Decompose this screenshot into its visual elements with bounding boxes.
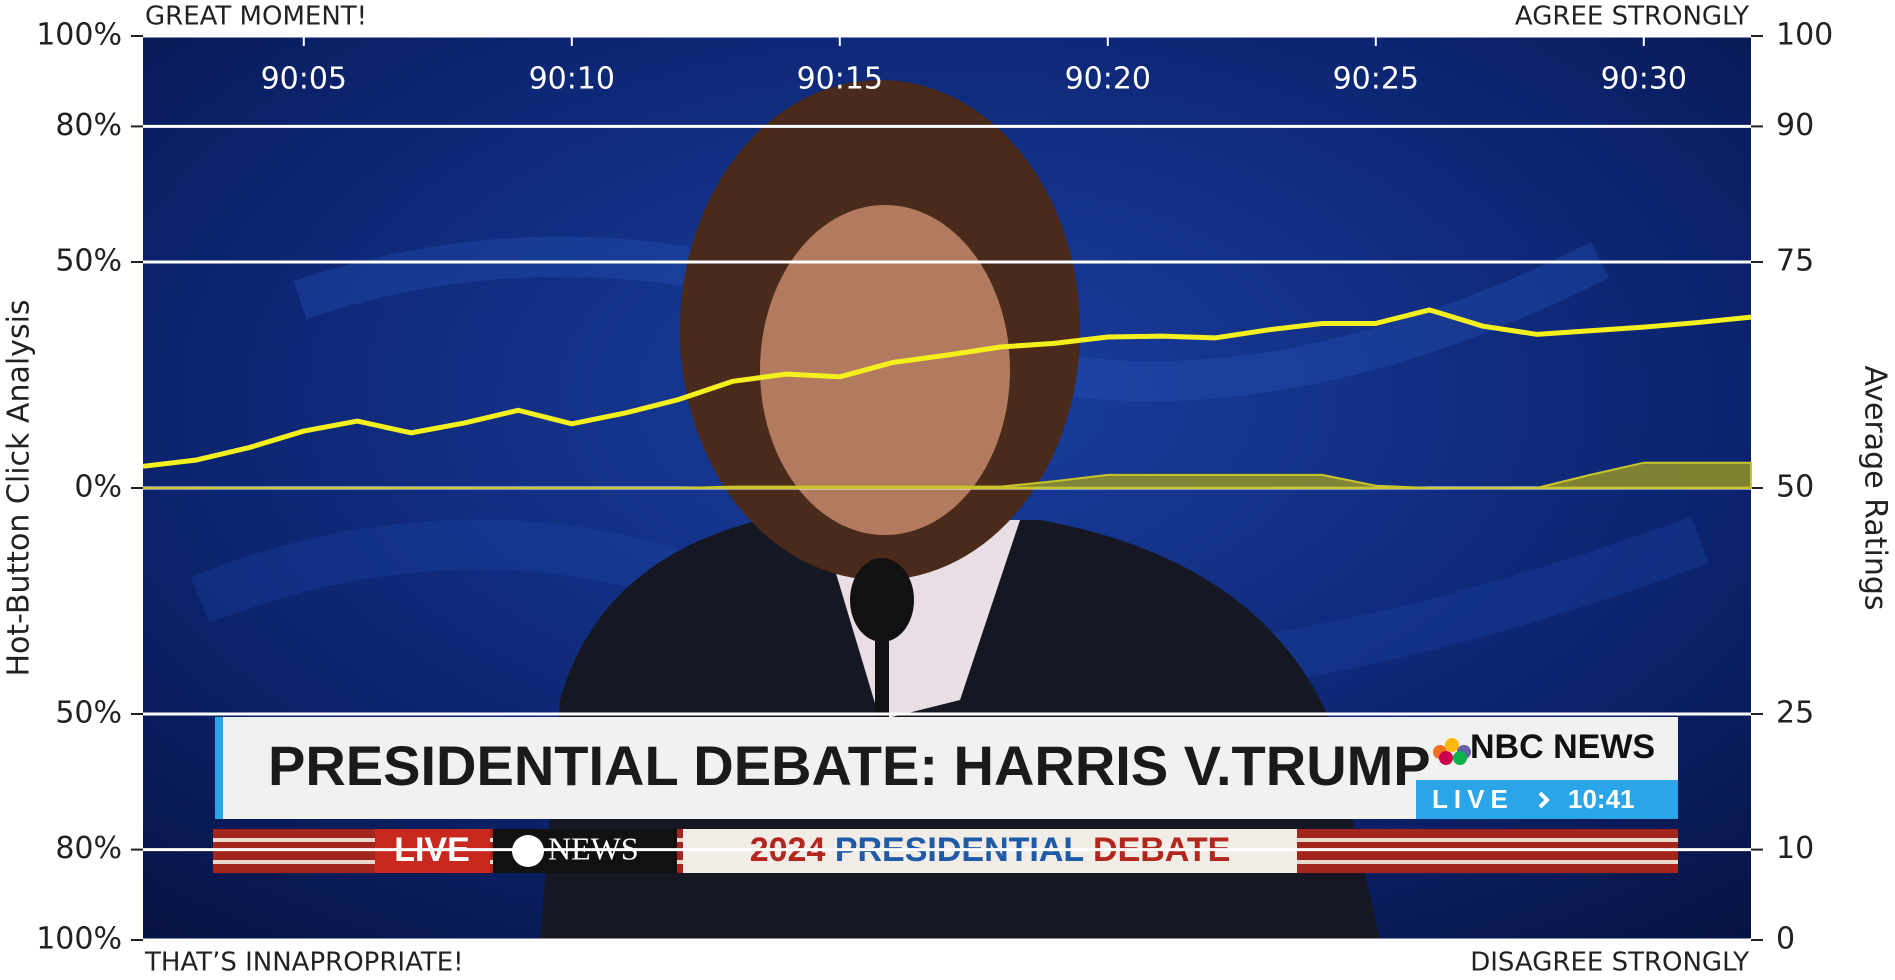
y-tick-label: 80% [55, 831, 122, 866]
y2-tick-label: 90 [1776, 108, 1814, 143]
nbc-banner-edge [215, 717, 223, 819]
y-tick-label: 100% [36, 18, 122, 53]
y-tick-label: 50% [55, 696, 122, 731]
x-tick-label: 90:25 [1333, 62, 1419, 97]
microphone-head [850, 558, 914, 642]
x-tick-label: 90:15 [797, 62, 883, 97]
bottom-left-label: THAT’S INNAPROPRIATE! [144, 948, 464, 978]
y2-tick-label: 25 [1776, 696, 1814, 731]
nbc-headline: PRESIDENTIAL DEBATE: HARRIS V.TRUMP [268, 734, 1431, 797]
nbc-logo: NBC NEWS [1470, 728, 1655, 766]
x-tick-label: 90:30 [1601, 62, 1687, 97]
hot-button-area [143, 461, 1752, 489]
y-tick-label: 100% [36, 922, 122, 957]
y-axis-title: Hot-Button Click Analysis [2, 299, 37, 676]
y2-tick-label: 0 [1776, 922, 1795, 957]
y2-tick-label: 10 [1776, 831, 1814, 866]
y2-axis-title: Average Ratings [1858, 365, 1893, 610]
y-tick-label: 80% [55, 108, 122, 143]
y-tick-label: 50% [55, 244, 122, 279]
x-tick-label: 90:05 [261, 62, 347, 97]
nbc-lower-third: PRESIDENTIAL DEBATE: HARRIS V.TRUMP NBC … [215, 717, 1678, 819]
face [760, 205, 1010, 535]
bottom-right-label: DISAGREE STRONGLY [1470, 948, 1749, 978]
nbc-arrow [1538, 791, 1550, 809]
y2-tick-label: 50 [1776, 470, 1814, 505]
nbc-time: 10:41 [1568, 784, 1635, 814]
top-left-label: GREAT MOMENT! [145, 2, 367, 32]
y-tick-label: 0% [74, 470, 122, 505]
rating-line [142, 307, 1752, 469]
nbc-live: LIVE [1432, 784, 1514, 814]
top-right-label: AGREE STRONGLY [1515, 2, 1749, 32]
x-tick-label: 90:10 [529, 62, 615, 97]
y2-tick-label: 100 [1776, 18, 1833, 53]
nbc-peacock [1433, 738, 1471, 765]
x-tick-label: 90:20 [1065, 62, 1151, 97]
y2-tick-label: 75 [1776, 244, 1814, 279]
